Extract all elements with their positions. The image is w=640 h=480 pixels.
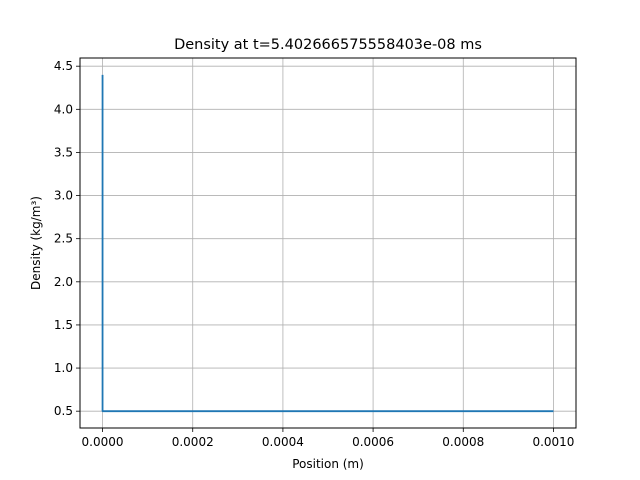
y-tick-label: 2.5 xyxy=(54,232,73,246)
y-axis-label: Density (kg/m³) xyxy=(29,196,43,290)
plot-frame xyxy=(79,57,577,429)
x-axis: 0.0000 0.0002 0.0004 0.0006 0.0008 0.0010 xyxy=(82,428,574,449)
y-tick-label: 1.0 xyxy=(54,361,73,375)
y-tick-label: 0.5 xyxy=(54,404,73,418)
plot-area xyxy=(80,58,576,428)
x-tick-label: 0.0006 xyxy=(352,435,394,449)
y-tick-label: 4.0 xyxy=(54,102,73,116)
density-series-line xyxy=(101,74,554,413)
series-layer xyxy=(101,74,554,413)
y-tick-label: 3.5 xyxy=(54,145,73,159)
y-tick-label: 2.0 xyxy=(54,275,73,289)
grid xyxy=(80,58,576,428)
chart-title: Density at t=5.402666575558403e-08 ms xyxy=(174,37,482,53)
y-tick-label: 4.5 xyxy=(54,59,73,73)
y-axis: 0.5 1.0 1.5 2.0 2.5 3.0 3.5 4.0 4.5 xyxy=(54,59,80,418)
x-tick-label: 0.0010 xyxy=(532,435,574,449)
x-axis-label: Position (m) xyxy=(292,457,364,471)
y-tick-label: 3.0 xyxy=(54,189,73,203)
x-tick-label: 0.0008 xyxy=(442,435,484,449)
x-tick-label: 0.0004 xyxy=(262,435,304,449)
y-tick-label: 1.5 xyxy=(54,318,73,332)
x-tick-label: 0.0000 xyxy=(82,435,124,449)
x-tick-label: 0.0002 xyxy=(172,435,214,449)
